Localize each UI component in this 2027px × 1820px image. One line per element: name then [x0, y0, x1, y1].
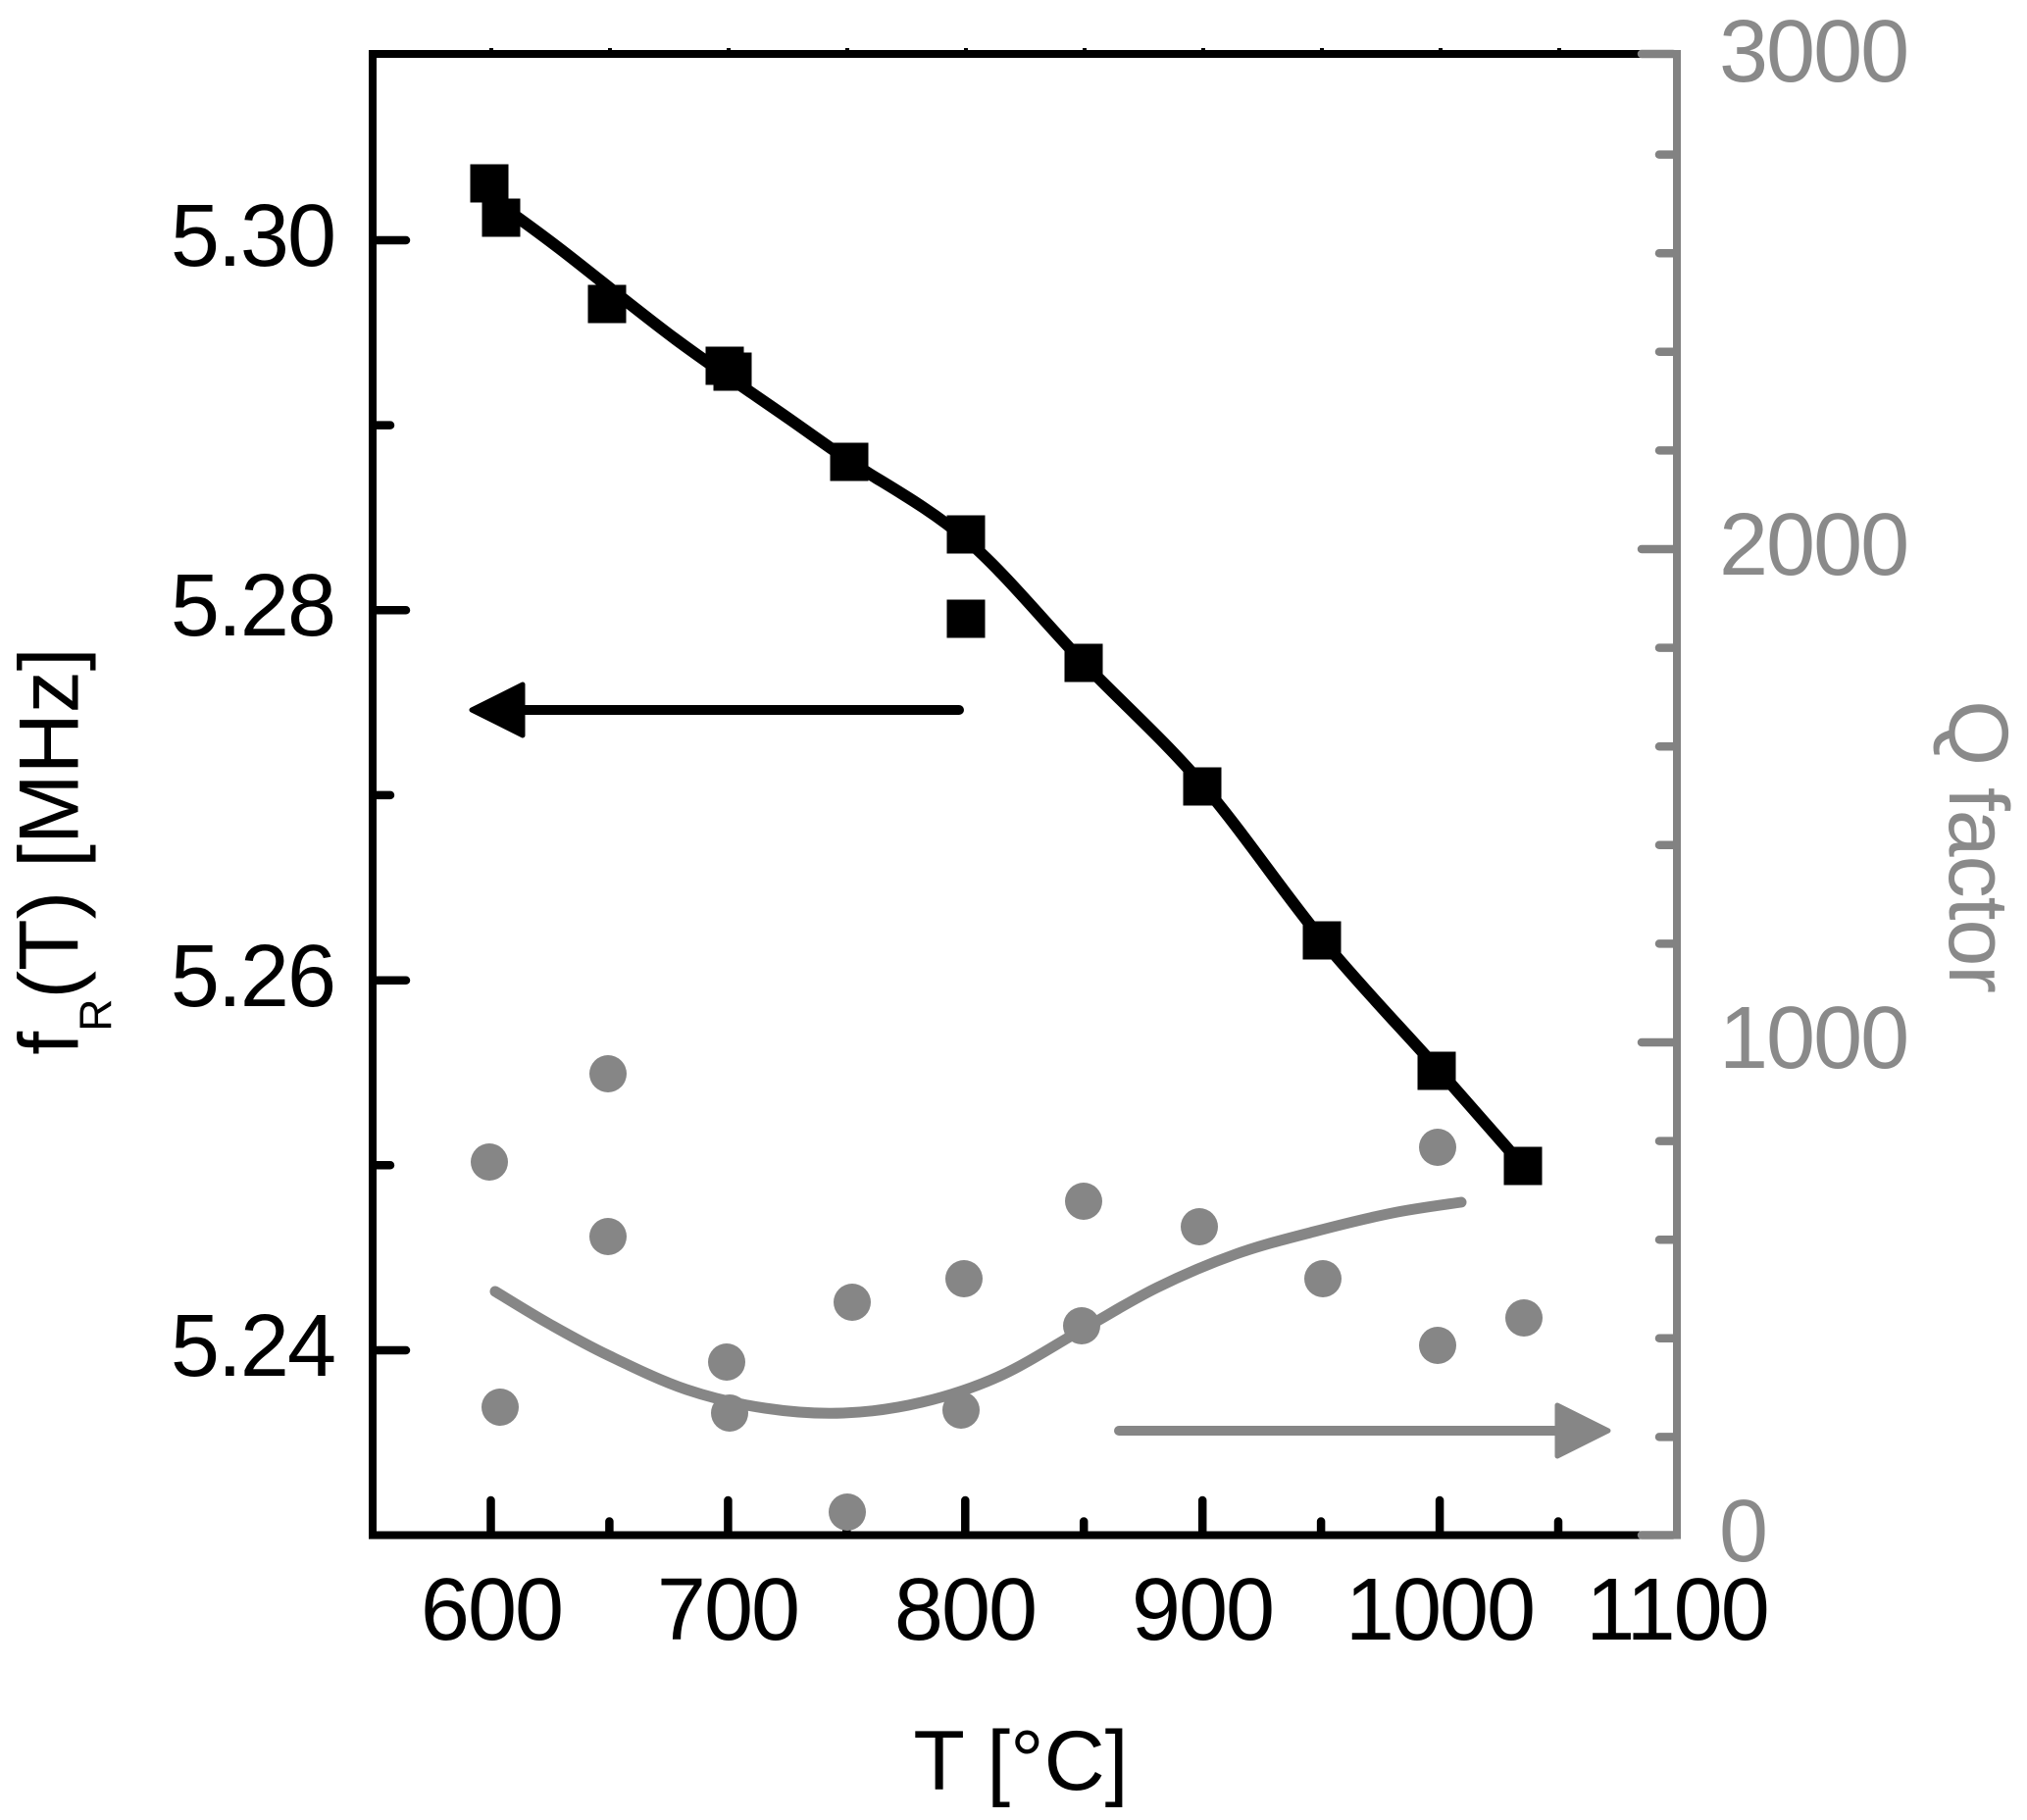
svg-text:5.28: 5.28 [171, 557, 334, 655]
svg-text:T [°C]: T [°C] [913, 1714, 1128, 1808]
svg-text:3000: 3000 [1719, 3, 1907, 101]
svg-text:1000: 1000 [1719, 989, 1907, 1087]
svg-text:600: 600 [421, 1561, 562, 1659]
svg-text:1100: 1100 [1586, 1561, 1768, 1659]
svg-text:0: 0 [1719, 1483, 1766, 1581]
svg-text:Q factor: Q factor [1931, 700, 2025, 992]
svg-text:800: 800 [894, 1561, 1036, 1659]
svg-text:700: 700 [657, 1561, 798, 1659]
svg-text:2000: 2000 [1719, 496, 1907, 594]
svg-text:1000: 1000 [1345, 1561, 1534, 1659]
svg-text:5.24: 5.24 [171, 1297, 334, 1395]
svg-text:5.30: 5.30 [171, 187, 334, 285]
svg-text:900: 900 [1132, 1561, 1273, 1659]
svg-text:5.26: 5.26 [171, 928, 334, 1026]
